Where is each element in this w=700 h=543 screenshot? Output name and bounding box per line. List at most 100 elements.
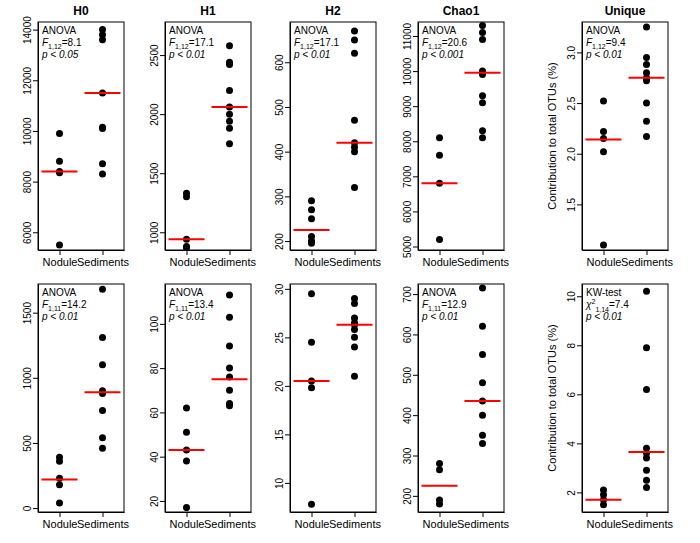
y-tick: 2.5 (566, 96, 582, 110)
y-tick-mark (577, 443, 582, 444)
y-tick-label: 3.0 (566, 46, 577, 60)
y-tick: 10 (274, 477, 290, 489)
annotation-test: ANOVA (42, 287, 77, 298)
y-tick-mark (577, 204, 582, 205)
x-tick: Nodule (295, 250, 330, 268)
median-line (42, 478, 78, 480)
x-tick-mark (60, 512, 61, 517)
annotation-p: p < 0.01 (168, 311, 205, 322)
x-tick: Sediments (621, 512, 673, 530)
point (479, 440, 486, 447)
y-tick-mark (33, 232, 38, 233)
y-tick-label: 1.5 (566, 198, 577, 212)
point (600, 501, 607, 508)
y-tick-label: 2500 (149, 44, 160, 67)
point (99, 390, 106, 397)
point (183, 193, 190, 200)
annotation: ANOVAF1,12=17.1p < 0.01 (168, 25, 214, 60)
y-axis-title: Contribution to total OTUs (%) (546, 324, 558, 471)
point (226, 42, 233, 49)
y-tick-mark (413, 496, 418, 497)
x-tick-mark (187, 512, 188, 517)
annotation-test: ANOVA (422, 25, 457, 36)
median-line (337, 324, 373, 326)
y-tick-label: 600 (402, 326, 413, 343)
point (226, 402, 233, 409)
panel: 200300400500600700NoduleSedimentsANOVAF1… (402, 284, 509, 530)
x-tick: Nodule (295, 512, 330, 530)
y-tick-label: 80 (149, 363, 160, 375)
point (99, 286, 106, 293)
point (226, 342, 233, 349)
point (479, 92, 486, 99)
annotation-p: p < 0.001 (421, 49, 464, 60)
y-axis: 050010001500 (22, 285, 39, 513)
y-tick-label: 2000 (149, 103, 160, 126)
marks (586, 24, 665, 249)
y-tick-label: 6 (566, 392, 577, 398)
point (643, 100, 650, 107)
point (600, 128, 607, 135)
annotation-p: p < 0.01 (41, 311, 78, 322)
y-axis: 500060007000800090001000011000 (402, 23, 419, 259)
median-line (294, 229, 330, 231)
point (99, 125, 106, 132)
x-tick-label: Nodule (423, 518, 458, 530)
y-tick-label: 200 (402, 488, 413, 505)
y-tick: 20 (149, 495, 165, 507)
point (308, 240, 315, 247)
y-tick-mark (33, 30, 38, 31)
stat-value: =7.4 (609, 299, 629, 310)
plot-frame (418, 284, 504, 512)
x-tick-label: Sediments (457, 518, 509, 530)
stat-sup: 2 (591, 298, 595, 305)
x-tick: Sediments (457, 250, 509, 268)
annotation-test: ANOVA (422, 287, 457, 298)
median-line (465, 400, 501, 402)
point (99, 171, 106, 178)
point (643, 455, 650, 462)
plot-frame (582, 284, 668, 512)
annotation-p: p < 0.01 (585, 311, 622, 322)
y-tick-label: 20 (274, 380, 285, 392)
y-tick-mark (285, 337, 290, 338)
point (226, 61, 233, 68)
marks (422, 285, 501, 508)
y-tick-mark (160, 324, 165, 325)
point (308, 339, 315, 346)
y-tick-mark (33, 131, 38, 132)
y-tick-label: 5000 (402, 235, 413, 258)
y-tick: 500 (402, 367, 418, 384)
x-axis: NoduleSediments (291, 512, 382, 530)
x-axis: NoduleSediments (419, 512, 510, 530)
y-tick-label: 400 (274, 143, 285, 160)
x-tick-label: Sediments (329, 256, 381, 268)
y-tick: 15 (274, 429, 290, 441)
marks (42, 26, 121, 248)
point (56, 499, 63, 506)
point (479, 379, 486, 386)
point (479, 134, 486, 141)
y-tick-label: 700 (402, 286, 413, 303)
marks (169, 292, 248, 512)
panel: 1015202530NoduleSediments (274, 283, 381, 529)
marks (586, 288, 665, 508)
y-tick-mark (577, 296, 582, 297)
y-tick-mark (160, 55, 165, 56)
y-axis: 1015202530 (274, 283, 291, 512)
y-tick-label: 14000 (22, 16, 33, 44)
point (479, 432, 486, 439)
y-tick: 2000 (149, 103, 165, 126)
point (643, 467, 650, 474)
x-tick: Nodule (587, 250, 622, 268)
median-line (169, 449, 205, 451)
point (183, 429, 190, 436)
median-line (85, 391, 121, 393)
y-tick: 600 (402, 326, 418, 343)
y-tick-label: 30 (274, 283, 285, 295)
y-tick: 2 (566, 490, 582, 496)
y-tick-label: 10 (274, 477, 285, 489)
y-tick-mark (577, 154, 582, 155)
y-tick: 10000 (22, 117, 38, 145)
plot-frame (38, 284, 124, 512)
